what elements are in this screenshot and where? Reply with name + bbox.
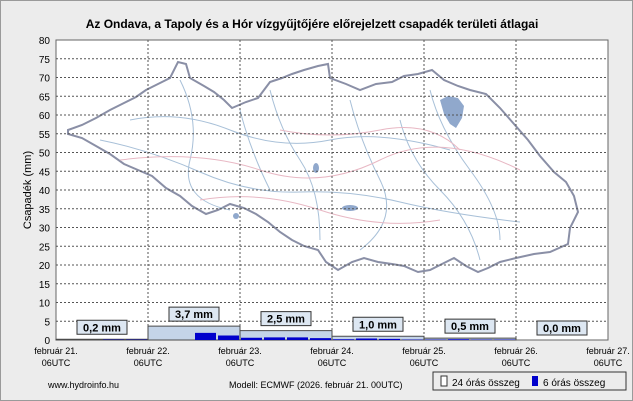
model-text: Modell: ECMWF (2026. február 21. 00UTC) [229,380,403,390]
x-axis: február 21. 06UTC február 22. 06UTC február … [34,346,630,368]
legend-swatch-six-hour [532,376,538,386]
y-tick-label: 45 [39,167,51,178]
legend: 24 órás összeg 6 órás összeg [432,371,627,391]
six-hour-bar [448,339,469,340]
x-tick-label-date: február 21. [34,346,78,356]
y-tick-label: 5 [44,317,50,328]
legend-box [432,371,627,391]
y-tick-label: 70 [39,74,51,85]
y-tick-label: 55 [39,130,51,141]
daily-total-label: 0,0 mm [543,323,581,335]
six-hour-bar [379,338,400,340]
daily-total-label-box [76,319,128,335]
daily-total-label: 3,7 mm [175,309,213,321]
six-hour-bar [333,339,354,340]
legend-swatch-daily [440,375,448,387]
daily-total-label-box [260,311,312,327]
y-tick-label: 25 [39,242,51,253]
y-tick-label: 0 [44,336,50,347]
bar-labels: 0,2 mm 3,7 mm 2,5 mm 1,0 mm 0,5 mm 0,0 mm [76,306,588,336]
legend-label-daily: 24 órás összeg [452,378,520,389]
x-tick-label-time: 06UTC [134,358,163,368]
y-tick-label: 40 [39,186,51,197]
six-hour-bar [356,338,377,340]
map-lake-large [440,96,464,128]
daily-total-bar [239,330,333,341]
y-axis: 0 5 10 15 20 25 30 35 40 45 50 55 60 65 70 75 80 [39,36,51,347]
y-tick-label: 80 [39,36,51,47]
map-lake-small [233,213,239,219]
x-tick-label-time: 06UTC [318,358,347,368]
x-tick-label-date: február 26. [494,346,538,356]
six-hour-bar [195,332,216,340]
six-hour-bar [287,337,308,340]
x-tick-label-time: 06UTC [42,358,71,368]
x-tick-label-time: 06UTC [410,358,439,368]
daily-total-bar [423,337,517,341]
y-tick-label: 30 [39,224,51,235]
y-tick-label: 50 [39,149,51,160]
six-hour-bar [310,338,331,340]
y-tick-label: 60 [39,111,51,122]
daily-total-label-box [444,318,496,334]
y-axis-label: Csapadék (mm) [22,151,34,229]
x-tick-label-date: február 24. [310,346,354,356]
y-tick-label: 65 [39,92,51,103]
map-lake-small [342,205,358,211]
map-rivers [99,79,521,261]
x-tick-label-time: 06UTC [594,358,623,368]
six-hour-bar [218,335,239,340]
x-tick-label-date: február 22. [126,346,170,356]
x-tick-label-time: 06UTC [502,358,531,368]
grid [56,40,608,340]
y-tick-label: 20 [39,261,51,272]
website-text: www.hydroinfo.hu [47,380,119,390]
daily-total-label: 2,5 mm [267,314,305,326]
y-tick-label: 10 [39,299,51,310]
x-tick-label-time: 06UTC [226,358,255,368]
x-tick-label-date: február 25. [402,346,446,356]
daily-total-label: 0,5 mm [451,321,489,333]
daily-total-label-box [352,316,404,332]
daily-total-label-box [168,306,220,322]
y-tick-label: 35 [39,205,51,216]
y-tick-label: 75 [39,55,51,66]
daily-total-label: 0,2 mm [83,322,121,334]
six-hour-bar [241,337,262,340]
y-tick-label: 15 [39,280,51,291]
daily-total-label-box [536,320,588,336]
basin-outline [67,60,580,274]
map-lake-small [313,163,319,173]
x-tick-label-date: február 27. [586,346,630,356]
six-hour-bar [264,337,285,340]
legend-label-six-hour: 6 órás összeg [543,378,605,389]
daily-total-label: 1,0 mm [359,319,397,331]
basin-map [67,60,580,274]
x-tick-label-date: február 23. [218,346,262,356]
bars [55,325,517,341]
chart-title: Az Ondava, a Tapoly és a Hór vízgyűjtőjé… [86,17,539,31]
